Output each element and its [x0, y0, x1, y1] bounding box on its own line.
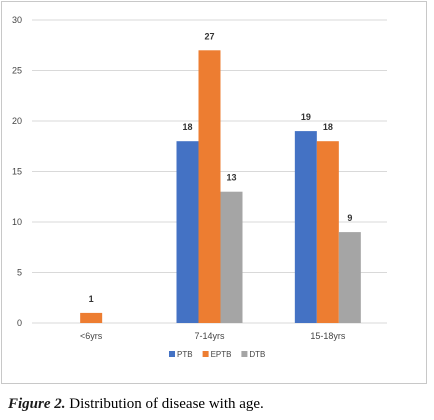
data-label: 19 [301, 112, 311, 122]
data-label: 1 [89, 294, 94, 304]
x-category-label: 15-18yrs [310, 331, 346, 341]
chart-frame: 0 5 10 15 20 25 30 1 18 27 13 19 18 9 <6yrs 7-14yrs 15… [1, 1, 427, 384]
data-label: 13 [226, 173, 236, 183]
legend-swatch-eptb [202, 351, 209, 357]
bars [80, 50, 361, 324]
legend-swatch-dtb [241, 351, 248, 357]
x-axis-categories: <6yrs 7-14yrs 15-18yrs [80, 331, 346, 341]
x-category-label: 7-14yrs [194, 331, 225, 341]
legend-label-eptb: EPTB [211, 350, 232, 359]
x-category-label: <6yrs [80, 331, 103, 341]
legend-label-ptb: PTB [177, 350, 193, 359]
y-tick-label: 0 [17, 318, 22, 328]
bar-eptb-0 [80, 312, 103, 323]
y-tick-label: 10 [12, 217, 22, 227]
legend: PTB EPTB DTB [169, 350, 265, 359]
bar-ptb-1 [176, 141, 199, 323]
data-label: 27 [204, 31, 214, 41]
data-label: 18 [323, 122, 333, 132]
figure-caption: Figure 2. Distribution of disease with a… [8, 396, 264, 413]
data-label: 18 [182, 122, 192, 132]
bar-ptb-2 [294, 131, 317, 323]
y-tick-label: 30 [12, 15, 22, 25]
y-axis-ticks: 0 5 10 15 20 25 30 [12, 15, 22, 328]
bar-chart: 0 5 10 15 20 25 30 1 18 27 13 19 18 9 <6yrs 7-14yrs 15… [12, 15, 387, 359]
data-label: 9 [347, 213, 352, 223]
y-tick-label: 25 [12, 66, 22, 76]
legend-swatch-ptb [169, 351, 175, 357]
y-tick-label: 15 [12, 167, 22, 177]
y-tick-label: 20 [12, 116, 22, 126]
y-tick-label: 5 [17, 268, 22, 278]
bar-eptb-1 [198, 50, 221, 324]
figure-caption-text: Distribution of disease with age. [65, 396, 264, 412]
legend-label-dtb: DTB [249, 350, 265, 359]
bar-dtb-2 [338, 232, 361, 323]
data-labels: 1 18 27 13 19 18 9 [89, 31, 353, 304]
bar-dtb-1 [220, 191, 243, 323]
bar-eptb-2 [316, 141, 339, 323]
figure-caption-label: Figure 2. [8, 396, 66, 412]
